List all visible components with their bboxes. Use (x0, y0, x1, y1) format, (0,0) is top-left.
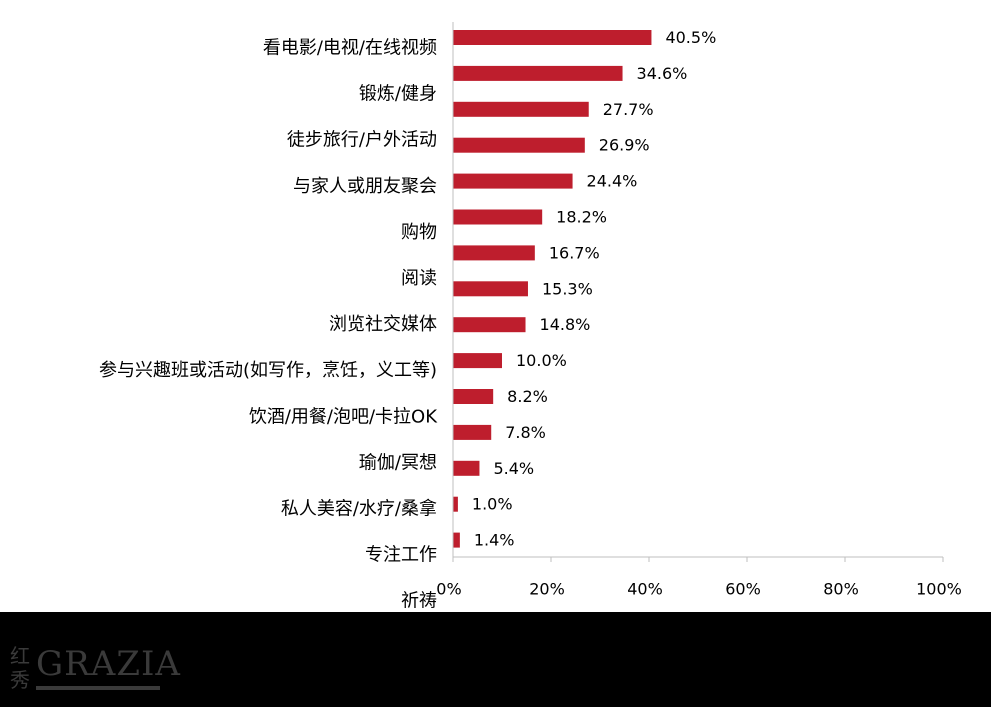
bar-value-label: 24.4% (587, 172, 638, 191)
bar (453, 101, 589, 117)
x-tick-label: 20% (529, 580, 565, 599)
grazia-watermark-logo: 红秀 GRAZIA (10, 644, 181, 692)
category-label: 锻炼/健身 (359, 84, 437, 105)
category-label: 浏览社交媒体 (329, 314, 437, 335)
bar (453, 173, 573, 189)
bar-chart: 看电影/电视/在线视频锻炼/健身徒步旅行/户外活动与家人或朋友聚会购物阅读浏览社… (99, 22, 962, 612)
bar-value-label: 18.2% (556, 208, 607, 227)
bar (453, 137, 585, 153)
bar-value-label: 15.3% (542, 279, 593, 298)
bar-value-label: 5.4% (493, 459, 534, 478)
chart-panel: 看电影/电视/在线视频锻炼/健身徒步旅行/户外活动 与家人或朋友聚会购物阅读浏览社… (0, 0, 991, 612)
bar-value-label: 34.6% (637, 64, 688, 83)
bar (453, 460, 480, 476)
category-label: 瑜伽/冥想 (359, 452, 437, 473)
x-tick-label: 80% (823, 580, 859, 599)
bar-value-label: 26.9% (599, 136, 650, 155)
category-label: 与家人或朋友聚会 (293, 176, 437, 197)
x-tick-label: 60% (725, 580, 761, 599)
bar-value-label: 40.5% (665, 28, 716, 47)
bar (453, 532, 460, 548)
category-label: 购物 (401, 222, 437, 243)
category-label: 徒步旅行/户外活动 (287, 130, 437, 151)
bar (453, 65, 623, 81)
bar-value-label: 1.4% (474, 531, 515, 550)
bar (453, 30, 652, 45)
category-label: 饮酒/用餐/泡吧/卡拉OK (249, 406, 438, 427)
bar (453, 317, 526, 333)
bar (453, 496, 458, 512)
bar-value-label: 27.7% (603, 100, 654, 119)
bar-value-label: 8.2% (507, 387, 548, 406)
category-label: 专注工作 (365, 545, 437, 566)
bar-value-label: 1.0% (472, 495, 513, 514)
bar (453, 424, 492, 440)
bar (453, 245, 535, 261)
bar (453, 281, 528, 297)
bar (453, 353, 502, 369)
bar-value-label: 10.0% (516, 351, 567, 370)
x-tick-label: 0% (436, 580, 461, 599)
bar-value-label: 7.8% (505, 423, 546, 442)
x-tick-label: 40% (627, 580, 663, 599)
category-label: 参与兴趣班或活动(如写作，烹饪，义工等) (99, 360, 437, 381)
category-label: 私人美容/水疗/桑拿 (281, 498, 437, 520)
bar (453, 389, 494, 404)
category-label: 看电影/电视/在线视频 (263, 38, 437, 59)
x-tick-label: 100% (916, 580, 962, 599)
bar (453, 209, 543, 225)
category-label: 祈祷 (401, 591, 437, 612)
bar-value-label: 14.8% (540, 315, 591, 334)
bar-value-label: 16.7% (549, 243, 600, 262)
category-label: 阅读 (401, 268, 437, 289)
